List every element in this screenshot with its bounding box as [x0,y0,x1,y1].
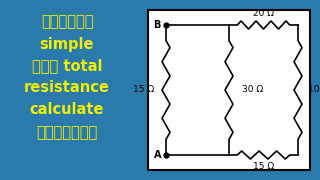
Text: ചെയ്യാം: ചെയ്യാം [36,125,98,141]
Text: 15 Ω: 15 Ω [133,86,154,94]
Text: 20 Ω: 20 Ω [253,9,274,18]
Text: calculate: calculate [30,102,104,116]
Text: 30 Ω: 30 Ω [242,86,263,94]
Bar [148,10,310,170]
Text: എങ്ങനെ: എങ്ങനെ [41,15,93,30]
Text: B: B [154,20,161,30]
Text: A: A [154,150,161,160]
Text: 15 Ω: 15 Ω [253,162,274,171]
Text: simple: simple [40,37,94,51]
Text: 10 Ω: 10 Ω [308,86,320,94]
Text: resistance: resistance [24,80,110,94]
Text: ആയി total: ആയി total [32,58,102,73]
